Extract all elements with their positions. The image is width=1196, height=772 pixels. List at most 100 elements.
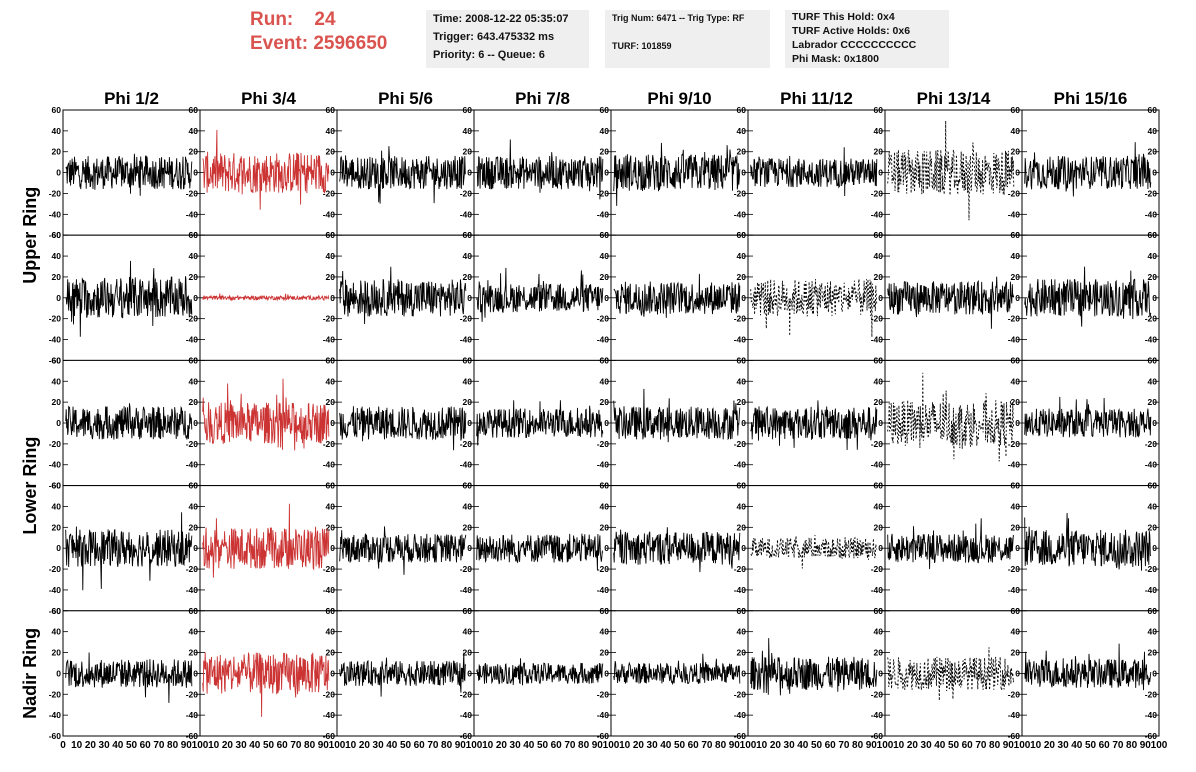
x-tick-label: 80 bbox=[304, 740, 316, 751]
y-tick-label: -60 bbox=[49, 355, 62, 365]
x-tick-label: 30 bbox=[510, 740, 522, 751]
waveform-trace-2-3 bbox=[339, 266, 467, 325]
y-tick-label: -20 bbox=[323, 564, 336, 574]
y-tick-label: 20 bbox=[1011, 522, 1021, 532]
x-tick-label: 50 bbox=[126, 740, 138, 751]
y-tick-label: 40 bbox=[463, 501, 473, 511]
x-tick-label: 20 bbox=[359, 740, 371, 751]
y-tick-label: -40 bbox=[49, 710, 62, 720]
y-tick-label: 40 bbox=[52, 501, 62, 511]
y-tick-label: 20 bbox=[737, 522, 747, 532]
waveform-trace-4-8 bbox=[1024, 512, 1152, 571]
y-tick-label: 60 bbox=[1148, 481, 1158, 491]
y-tick-label: 0 bbox=[741, 293, 746, 303]
y-tick-label: -20 bbox=[734, 689, 747, 699]
y-tick-label: 20 bbox=[189, 272, 199, 282]
y-tick-label: -20 bbox=[49, 439, 62, 449]
y-tick-label: 0 bbox=[193, 543, 198, 553]
x-tick-label: 90 bbox=[181, 740, 193, 751]
y-tick-label: 40 bbox=[1148, 501, 1158, 511]
y-tick-label: 0 bbox=[741, 168, 746, 178]
y-tick-label: 0 bbox=[467, 418, 472, 428]
x-tick-label: 30 bbox=[373, 740, 385, 751]
x-tick-label: 30 bbox=[1058, 740, 1070, 751]
y-tick-label: 0 bbox=[1152, 668, 1157, 678]
x-tick-label: 50 bbox=[674, 740, 686, 751]
y-tick-label: -40 bbox=[186, 710, 199, 720]
waveform-trace-5-7 bbox=[887, 647, 1015, 701]
x-tick-label: 90 bbox=[866, 740, 878, 751]
x-tick-label: 40 bbox=[249, 740, 261, 751]
x-tick-label: 100 bbox=[1014, 740, 1031, 751]
y-tick-label: 60 bbox=[1011, 481, 1021, 491]
y-tick-label: 0 bbox=[330, 668, 335, 678]
y-tick-label: 20 bbox=[1011, 648, 1021, 658]
y-tick-label: 60 bbox=[463, 355, 473, 365]
y-tick-label: 20 bbox=[874, 147, 884, 157]
turf-hold-text: TURF This Hold: 0x4 bbox=[792, 11, 895, 23]
waveform-trace-4-3 bbox=[339, 526, 467, 575]
x-tick-label: 10 bbox=[619, 740, 631, 751]
turf-info-box: TURF This Hold: 0x4 TURF Active Holds: 0… bbox=[785, 10, 949, 68]
y-tick-label: 0 bbox=[1152, 168, 1157, 178]
y-tick-label: -40 bbox=[323, 209, 336, 219]
y-tick-label: 20 bbox=[874, 648, 884, 658]
y-tick-label: -40 bbox=[871, 710, 884, 720]
y-tick-label: 40 bbox=[1011, 501, 1021, 511]
x-tick-label: 80 bbox=[989, 740, 1001, 751]
x-tick-label: 20 bbox=[770, 740, 782, 751]
y-tick-label: 60 bbox=[52, 606, 62, 616]
y-tick-label: -60 bbox=[734, 731, 747, 741]
column-header-6: Phi 11/12 bbox=[780, 89, 853, 108]
y-tick-label: 60 bbox=[52, 105, 62, 115]
y-tick-label: 0 bbox=[193, 168, 198, 178]
y-tick-label: 0 bbox=[741, 668, 746, 678]
y-tick-label: 60 bbox=[189, 355, 199, 365]
y-tick-label: 60 bbox=[326, 230, 336, 240]
x-tick-label: 10 bbox=[482, 740, 494, 751]
y-tick-label: 40 bbox=[737, 126, 747, 136]
waveform-trace-2-1 bbox=[65, 260, 193, 337]
x-tick-label: 80 bbox=[441, 740, 453, 751]
y-tick-label: 60 bbox=[600, 230, 610, 240]
waveform-trace-1-1 bbox=[65, 153, 193, 196]
waveform-trace-4-7 bbox=[887, 518, 1015, 570]
x-tick-label: 30 bbox=[99, 740, 111, 751]
y-tick-label: 40 bbox=[326, 251, 336, 261]
y-tick-label: 40 bbox=[1148, 376, 1158, 386]
column-header-7: Phi 13/14 bbox=[917, 89, 991, 108]
x-tick-label: 100 bbox=[740, 740, 757, 751]
x-tick-label: 90 bbox=[729, 740, 741, 751]
x-tick-label: 80 bbox=[578, 740, 590, 751]
y-tick-label: 0 bbox=[604, 293, 609, 303]
y-tick-label: -40 bbox=[186, 585, 199, 595]
run-value: 24 bbox=[314, 9, 336, 30]
y-tick-label: 20 bbox=[874, 522, 884, 532]
waveform-trace-5-8 bbox=[1024, 643, 1152, 691]
y-tick-label: -20 bbox=[460, 314, 473, 324]
waveform-trace-3-7 bbox=[887, 372, 1015, 462]
y-tick-label: -40 bbox=[186, 209, 199, 219]
x-tick-label: 60 bbox=[688, 740, 700, 751]
y-tick-label: -20 bbox=[871, 188, 884, 198]
time-text: Time: 2008-12-22 05:35:07 bbox=[433, 13, 569, 25]
y-tick-label: 40 bbox=[737, 501, 747, 511]
y-tick-label: -20 bbox=[323, 689, 336, 699]
y-tick-label: 60 bbox=[326, 355, 336, 365]
y-tick-label: 0 bbox=[1015, 668, 1020, 678]
y-tick-label: 40 bbox=[1148, 126, 1158, 136]
x-tick-label: 100 bbox=[877, 740, 894, 751]
y-tick-label: 0 bbox=[878, 293, 883, 303]
y-tick-label: -40 bbox=[734, 585, 747, 595]
y-tick-label: -40 bbox=[597, 209, 610, 219]
waveform-trace-1-8 bbox=[1024, 142, 1152, 197]
y-tick-label: -20 bbox=[597, 314, 610, 324]
y-tick-label: -20 bbox=[460, 188, 473, 198]
y-tick-label: 60 bbox=[189, 230, 199, 240]
y-tick-label: 20 bbox=[874, 397, 884, 407]
y-tick-label: -20 bbox=[186, 188, 199, 198]
y-tick-label: -20 bbox=[1008, 564, 1021, 574]
y-tick-label: 60 bbox=[1148, 606, 1158, 616]
y-tick-label: -40 bbox=[460, 585, 473, 595]
